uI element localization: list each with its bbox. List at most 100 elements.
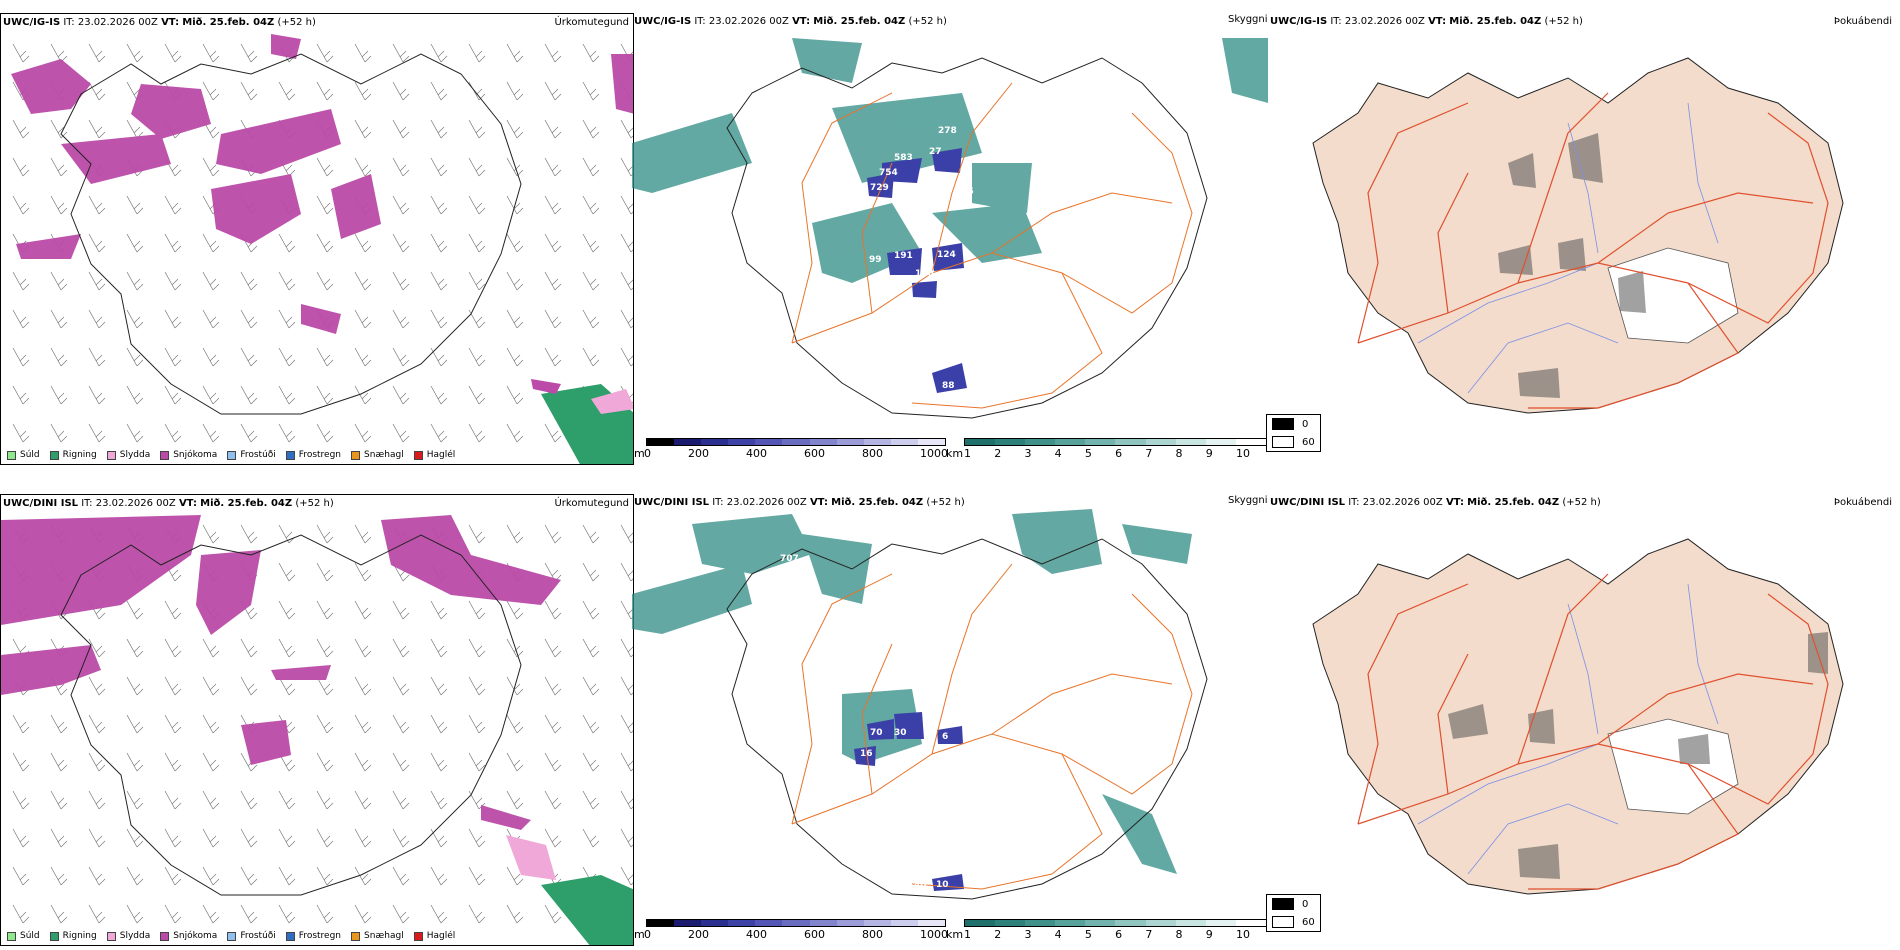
wind-barb bbox=[582, 524, 600, 544]
wind-barb bbox=[164, 309, 182, 329]
wind-barb bbox=[354, 904, 372, 924]
wind-barb bbox=[620, 233, 633, 253]
model-name: UWC/IG-IS bbox=[1270, 16, 1328, 27]
wind-barb bbox=[354, 81, 372, 101]
wind-barb bbox=[506, 43, 524, 63]
wind-barb bbox=[392, 347, 410, 367]
wind-barb bbox=[620, 828, 633, 848]
wind-barb bbox=[620, 119, 633, 139]
visibility-panel-row2: UWC/DINI ISL IT: 23.02.2026 00Z VT: Mið.… bbox=[632, 494, 1268, 946]
wind-barb bbox=[468, 271, 486, 291]
visibility-unit: km bbox=[946, 447, 964, 460]
vis-label: 278 bbox=[938, 126, 957, 136]
wind-barb bbox=[354, 562, 372, 582]
valid-label: VT: bbox=[1445, 497, 1464, 508]
legend-swatch-snjokoma bbox=[160, 450, 170, 460]
legend-item-sud: Súld bbox=[7, 450, 40, 460]
issue-label: IT: bbox=[712, 497, 724, 508]
wind-barb bbox=[354, 600, 372, 620]
legend-swatch-snaehagl bbox=[351, 450, 361, 460]
wind-barb bbox=[354, 347, 372, 367]
issue-time: 23.02.2026 00Z bbox=[77, 17, 158, 28]
legend-item-rigning: Rigning bbox=[49, 931, 97, 941]
iceland-land bbox=[1312, 57, 1844, 414]
wind-barb bbox=[88, 271, 106, 291]
panel-title-fog: Þokuábendi bbox=[1833, 497, 1892, 508]
wind-barb bbox=[278, 866, 296, 886]
wind-barb bbox=[278, 385, 296, 405]
wind-barb bbox=[316, 81, 334, 101]
vis-label: 27 bbox=[929, 147, 942, 157]
wind-barb bbox=[544, 676, 562, 696]
ceiling-colorbar bbox=[646, 438, 946, 446]
wind-barb bbox=[430, 676, 448, 696]
legend-item-slydda: Slydda bbox=[106, 931, 150, 941]
legend-swatch-haglel bbox=[413, 450, 423, 460]
wind-barb bbox=[50, 271, 68, 291]
wind-barb bbox=[240, 866, 258, 886]
wind-barb bbox=[126, 233, 144, 253]
legend-item-frostudi: Frostúði bbox=[227, 450, 276, 460]
ceiling-unit: m bbox=[634, 928, 645, 941]
issue-time: 23.02.2026 00Z bbox=[1344, 16, 1425, 27]
wind-barb bbox=[316, 524, 334, 544]
wind-barb bbox=[468, 309, 486, 329]
wind-barb bbox=[468, 423, 486, 443]
wind-barb bbox=[126, 347, 144, 367]
issue-time: 23.02.2026 00Z bbox=[708, 16, 789, 27]
wind-barb bbox=[316, 233, 334, 253]
wind-barb bbox=[126, 271, 144, 291]
wind-barb bbox=[620, 347, 633, 367]
legend-swatch-snjokoma bbox=[160, 931, 170, 941]
wind-barb bbox=[582, 233, 600, 253]
wind-barb bbox=[392, 790, 410, 810]
wind-barb bbox=[506, 309, 524, 329]
wind-barb bbox=[582, 638, 600, 658]
vis-label: 40 bbox=[914, 881, 927, 891]
panel-header: UWC/DINI ISL IT: 23.02.2026 00Z VT: Mið.… bbox=[634, 497, 965, 508]
wind-barb bbox=[392, 866, 410, 886]
ceiling-colorbar bbox=[646, 919, 946, 927]
legend-swatch-rigning bbox=[49, 450, 59, 460]
wind-barb bbox=[354, 423, 372, 443]
wind-barb bbox=[354, 271, 372, 291]
wind-barb bbox=[278, 309, 296, 329]
legend-item-snaehagl: Snæhagl bbox=[351, 450, 404, 460]
wind-barb bbox=[582, 752, 600, 772]
legend-swatch-snaehagl bbox=[351, 931, 361, 941]
wind-barb bbox=[468, 752, 486, 772]
wind-barb bbox=[164, 676, 182, 696]
wind-barb bbox=[506, 600, 524, 620]
river-network bbox=[1417, 102, 1719, 394]
legend-item-snaehagl: Snæhagl bbox=[351, 931, 404, 941]
wind-barb bbox=[392, 385, 410, 405]
wind-barb bbox=[430, 157, 448, 177]
legend-item-snjokoma: Snjókoma bbox=[160, 450, 217, 460]
wind-barb bbox=[12, 43, 30, 63]
wind-barb bbox=[50, 119, 68, 139]
wind-barb bbox=[240, 309, 258, 329]
panel-header: UWC/IG-IS IT: 23.02.2026 00Z VT: Mið. 25… bbox=[3, 17, 316, 28]
ceiling-ticks: 0 200 400 600 800 1000 bbox=[644, 928, 948, 941]
wind-barb bbox=[506, 347, 524, 367]
wind-barb bbox=[544, 828, 562, 848]
wind-barb bbox=[50, 157, 68, 177]
legend-swatch-frostudi bbox=[227, 931, 237, 941]
model-name: UWC/IG-IS bbox=[3, 17, 61, 28]
wind-barb bbox=[278, 904, 296, 924]
wind-barb bbox=[316, 714, 334, 734]
wind-barb bbox=[582, 119, 600, 139]
wind-barb bbox=[506, 195, 524, 215]
wind-barb bbox=[88, 233, 106, 253]
snow-edge bbox=[531, 379, 561, 394]
wind-barb bbox=[202, 828, 220, 848]
wind-barb bbox=[278, 828, 296, 848]
wind-barb bbox=[620, 309, 633, 329]
wind-barb bbox=[620, 676, 633, 696]
wind-barb bbox=[506, 524, 524, 544]
wind-barb bbox=[88, 638, 106, 658]
wind-barb bbox=[278, 271, 296, 291]
fog-map bbox=[1312, 57, 1844, 414]
visibility-colorbar bbox=[964, 919, 1267, 927]
wind-barb bbox=[544, 524, 562, 544]
